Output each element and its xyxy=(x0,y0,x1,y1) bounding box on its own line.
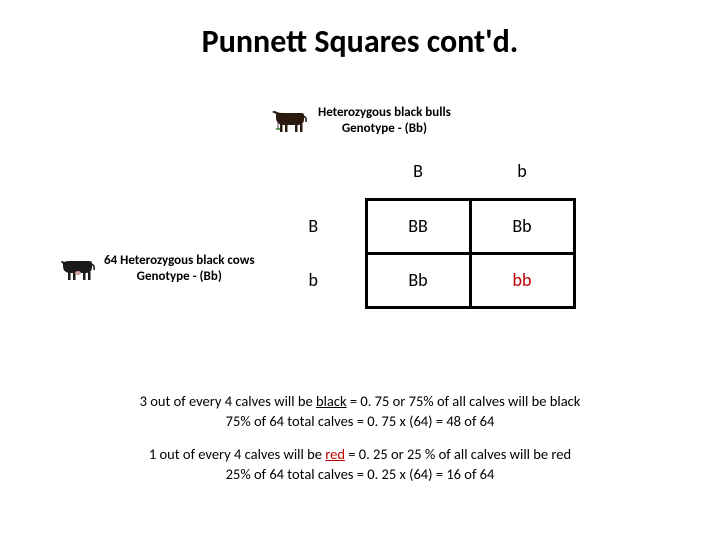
footer-black-line1: 3 out of every 4 calves will be black = … xyxy=(0,392,720,412)
bull-icon xyxy=(270,108,310,134)
bull-label-line2: Genotype - (Bb) xyxy=(318,121,451,137)
punnett-square: B b B BB Bb b Bb bb xyxy=(262,145,576,309)
punnett-row-header: B xyxy=(262,199,366,253)
cow-icon xyxy=(58,256,98,282)
footer-red-line1: 1 out of every 4 calves will be red = 0.… xyxy=(0,445,720,465)
bull-label: Heterozygous black bulls Genotype - (Bb) xyxy=(318,105,451,136)
text: 3 out of every 4 calves will be xyxy=(140,392,316,410)
bull-label-line1: Heterozygous black bulls xyxy=(318,105,451,121)
text: 1 out of every 4 calves will be xyxy=(149,445,325,463)
red-underline: red xyxy=(325,445,345,463)
footer-black-line2: 75% of 64 total calves = 0. 75 x (64) = … xyxy=(0,412,720,432)
footer-text: 3 out of every 4 calves will be black = … xyxy=(0,392,720,484)
punnett-row-header: b xyxy=(262,253,366,307)
text: = 0. 25 or 25 % of all calves will be re… xyxy=(345,445,571,463)
cow-label: 64 Heterozygous black cows Genotype - (B… xyxy=(104,253,255,284)
punnett-cell: BB xyxy=(366,199,470,253)
cow-label-line2: Genotype - (Bb) xyxy=(104,269,255,285)
punnett-col-header: B xyxy=(366,145,470,199)
black-underline: black xyxy=(316,392,347,410)
page-title: Punnett Squares cont'd. xyxy=(0,0,720,61)
footer-red-line2: 25% of 64 total calves = 0. 25 x (64) = … xyxy=(0,465,720,485)
punnett-col-header: b xyxy=(470,145,574,199)
cow-parent-section: 64 Heterozygous black cows Genotype - (B… xyxy=(58,253,255,284)
bull-parent-section: Heterozygous black bulls Genotype - (Bb) xyxy=(270,105,451,136)
cow-label-line1: 64 Heterozygous black cows xyxy=(104,253,255,269)
punnett-corner xyxy=(262,145,366,199)
text: = 0. 75 or 75% of all calves will be bla… xyxy=(347,392,581,410)
punnett-cell: Bb xyxy=(366,253,470,307)
punnett-cell-recessive: bb xyxy=(470,253,574,307)
punnett-cell: Bb xyxy=(470,199,574,253)
